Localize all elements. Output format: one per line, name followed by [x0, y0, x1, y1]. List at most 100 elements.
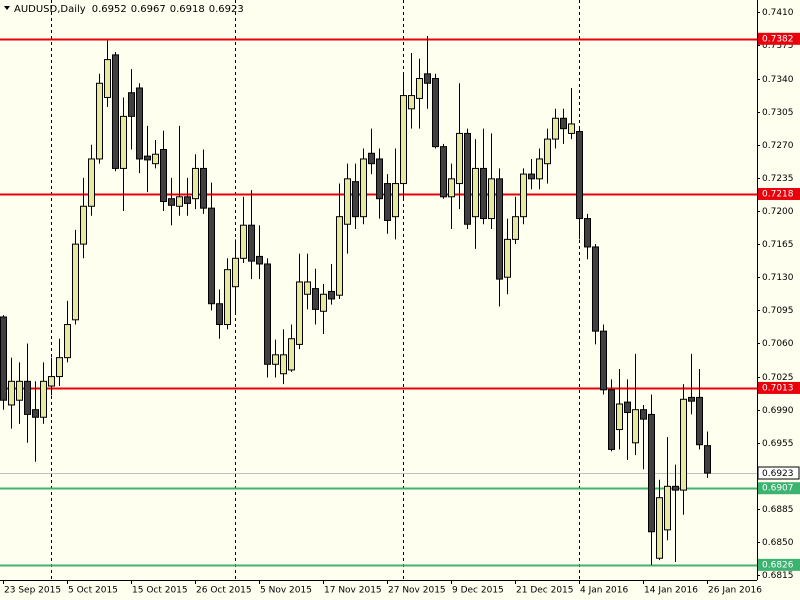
candle-body — [368, 152, 375, 165]
y-tick-label: 0.7375 — [762, 41, 794, 51]
y-tick-label: 0.6850 — [762, 538, 794, 548]
candle-body — [264, 263, 271, 365]
candle-body — [480, 167, 487, 220]
candle-body — [640, 409, 647, 420]
candle-body — [72, 243, 79, 321]
candle-body — [104, 59, 111, 98]
candle-body — [232, 257, 239, 288]
candle-body — [432, 78, 439, 148]
level-label-box — [758, 32, 800, 45]
header-low: 0.6918 — [170, 4, 205, 15]
level-label-box — [758, 558, 800, 571]
candle-body — [48, 376, 55, 387]
level-label-box — [758, 381, 800, 394]
y-tick-label: 0.7200 — [762, 207, 794, 217]
candle-body — [192, 167, 199, 200]
candle-body — [112, 54, 119, 169]
candle-body — [488, 178, 495, 220]
level-label: 0.6826 — [762, 560, 794, 570]
candle-body — [160, 148, 167, 203]
plot — [0, 35, 757, 567]
candle-body — [184, 196, 191, 204]
candle-body — [272, 354, 279, 365]
y-tick-label: 0.7270 — [762, 141, 794, 151]
candle-body — [328, 290, 335, 300]
candle-body — [552, 117, 559, 140]
candle-body — [600, 330, 607, 391]
candle-body — [472, 167, 479, 218]
y-tick-label: 0.6885 — [762, 505, 794, 515]
candle-body — [320, 293, 327, 312]
y-tick-label: 0.6815 — [762, 571, 794, 581]
current-price-box — [757, 466, 800, 480]
candle-body — [448, 178, 455, 198]
candle-body — [304, 281, 311, 295]
candle-body — [440, 146, 447, 198]
candle-body — [584, 218, 591, 248]
y-tick-label: 0.7235 — [762, 174, 794, 184]
x-tick-label: 15 Oct 2015 — [132, 586, 188, 596]
candle-body — [504, 238, 511, 278]
x-tick-label: 26 Jan 2016 — [708, 586, 762, 596]
candle-body — [312, 288, 319, 310]
candle-body — [352, 181, 359, 218]
candle-body — [416, 78, 423, 99]
candle-body — [120, 115, 127, 169]
symbol: AUDUSD,Daily — [14, 4, 86, 15]
x-tick-label: 23 Sep 2015 — [4, 586, 61, 596]
x-tick-label: 5 Nov 2015 — [260, 586, 312, 596]
header-text: AUDUSD,Daily 0.6952 0.6967 0.6918 0.6923 — [14, 4, 244, 15]
header-open: 0.6952 — [92, 4, 127, 15]
y-tick-label: 0.7060 — [762, 339, 794, 349]
menu-arrow — [4, 6, 10, 10]
x-tick-label: 9 Dec 2015 — [452, 586, 504, 596]
candle-body — [424, 73, 431, 84]
y-tick-label: 0.7095 — [762, 306, 794, 316]
level-label: 0.6907 — [762, 484, 794, 494]
y-tick-label: 0.7130 — [762, 273, 794, 283]
level-label: 0.7218 — [762, 189, 794, 199]
candle-body — [408, 95, 415, 110]
candle-body — [208, 207, 215, 305]
candle-body — [456, 132, 463, 185]
candle-body — [280, 354, 287, 375]
y-tick-label: 0.6955 — [762, 439, 794, 449]
candle-body — [176, 196, 183, 207]
level-label-box — [758, 482, 800, 495]
candle-body — [680, 398, 687, 491]
candle-body — [688, 396, 695, 402]
y-tick-label: 0.6990 — [762, 406, 794, 416]
candle-body — [80, 205, 87, 245]
y-tick-label: 0.7025 — [762, 373, 794, 383]
candle-body — [144, 155, 151, 161]
candle-body — [512, 216, 519, 240]
candle-body — [136, 87, 143, 160]
candle-body — [56, 357, 63, 378]
candle-body — [704, 445, 711, 474]
y-tick-label: 0.7340 — [762, 75, 794, 85]
candle-body — [576, 131, 583, 220]
candle-body — [656, 497, 663, 559]
candle-body — [400, 95, 407, 185]
candle-body — [32, 409, 39, 418]
candle-body — [168, 198, 175, 206]
candle-body — [464, 132, 471, 225]
x-tick-label: 26 Oct 2015 — [196, 586, 252, 596]
x-tick-label: 21 Dec 2015 — [516, 586, 574, 596]
candle-body — [384, 183, 391, 221]
candle-body — [288, 338, 295, 371]
x-tick-label: 14 Jan 2016 — [644, 586, 698, 596]
candle-body — [632, 409, 639, 444]
candle-body — [64, 324, 71, 359]
x-tick-label: 4 Jan 2016 — [580, 586, 628, 596]
candle-body — [360, 158, 367, 218]
level-label: 0.7382 — [762, 34, 794, 44]
level-label-box — [758, 187, 800, 200]
candle-body — [520, 173, 527, 218]
candle-body — [672, 485, 679, 491]
candle-body — [544, 138, 551, 165]
header-high: 0.6967 — [131, 4, 166, 15]
